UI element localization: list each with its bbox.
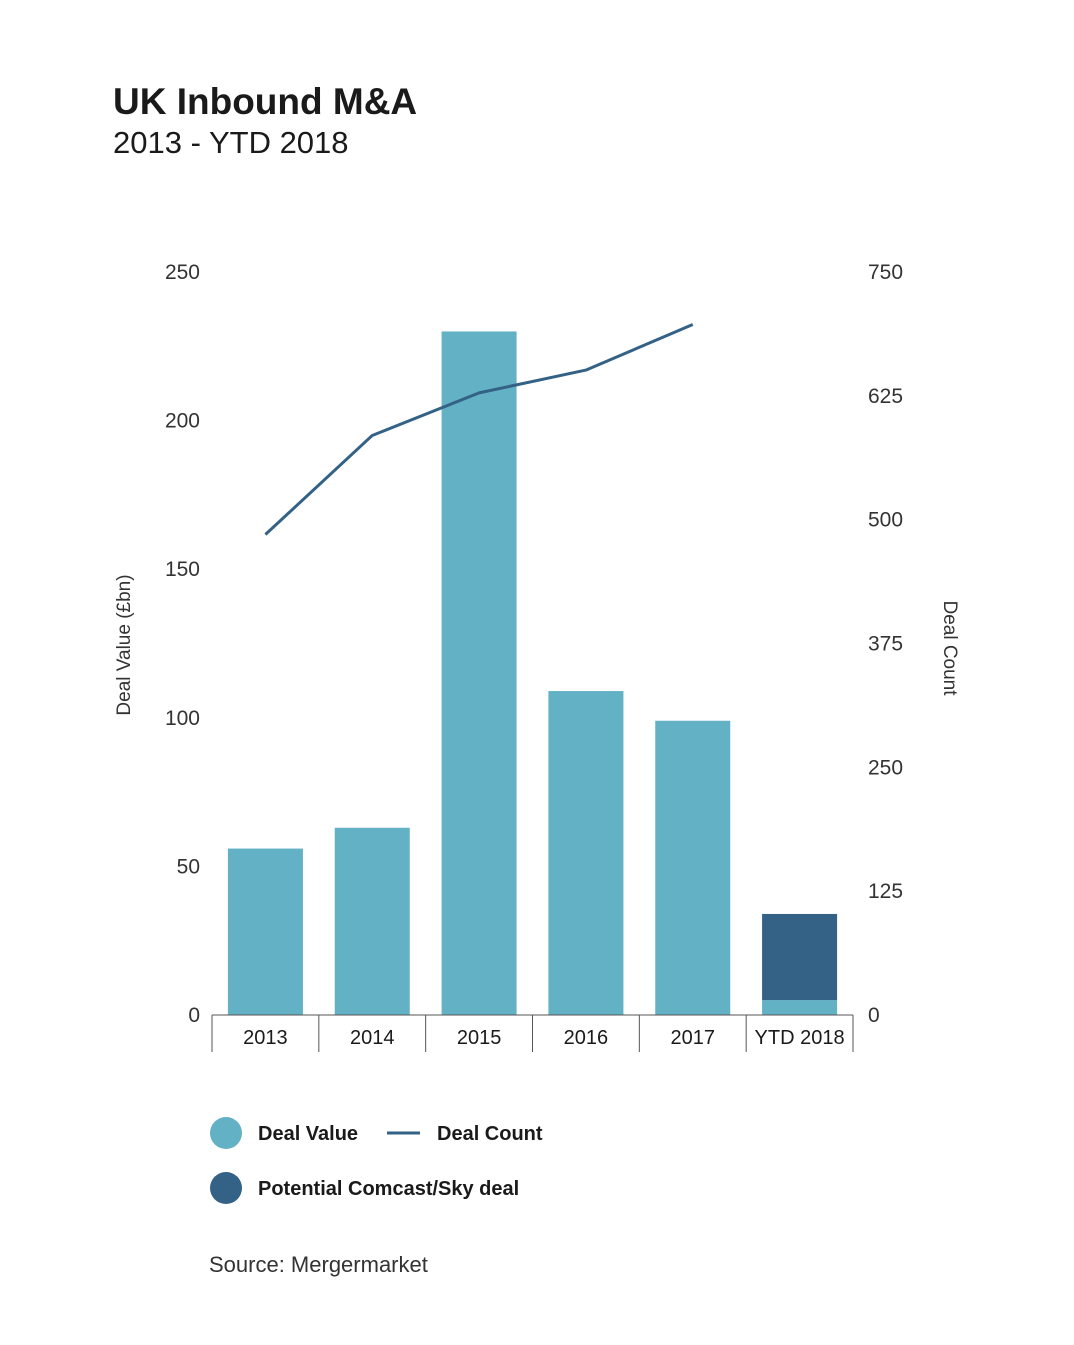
category-label: 2013 [243, 1027, 288, 1049]
right-tick-label: 250 [868, 756, 903, 779]
comcast-sky-bar [762, 913, 838, 1001]
deal-count-line [264, 323, 694, 536]
category-label: 2014 [350, 1027, 395, 1049]
legend-comcast-sky-swatch [210, 1172, 242, 1204]
left-tick-label: 50 [177, 855, 200, 878]
left-tick-label: 0 [188, 1004, 200, 1027]
legend-comcast-sky-label: Potential Comcast/Sky deal [258, 1178, 519, 1200]
legend-deal-value-label: Deal Value [258, 1123, 358, 1145]
right-tick-label: 500 [868, 509, 903, 532]
category-label: 2017 [671, 1027, 716, 1049]
left-axis-title: Deal Value (£bn) [114, 574, 135, 715]
legend-deal-count-label: Deal Count [437, 1123, 543, 1145]
right-tick-label: 125 [868, 880, 903, 903]
chart-subtitle: 2013 - YTD 2018 [113, 125, 349, 160]
right-tick-label: 375 [868, 633, 903, 656]
deal-value-bar [548, 691, 624, 1015]
right-tick-label: 0 [868, 1004, 880, 1027]
category-label: 2015 [457, 1027, 502, 1049]
source-note: Source: Mergermarket [209, 1252, 428, 1277]
legend: Deal Value Deal Count Potential Comcast/… [210, 1117, 543, 1204]
left-axis-ticks: 0 50 100 150 200 250 [165, 261, 200, 1027]
left-tick-label: 100 [165, 707, 200, 730]
category-label: 2016 [564, 1027, 609, 1049]
right-axis-ticks: 0 125 250 375 500 625 750 [868, 261, 903, 1027]
x-axis: 2013 2014 2015 2016 2017 YTD 2018 [211, 1014, 854, 1052]
deal-value-bar [334, 827, 410, 1015]
deal-value-bar [655, 720, 731, 1015]
deal-value-bar [227, 848, 303, 1015]
deal-value-bar [762, 1000, 838, 1015]
category-label: YTD 2018 [755, 1027, 845, 1049]
left-tick-label: 250 [165, 261, 200, 284]
legend-deal-value-swatch [210, 1117, 242, 1149]
chart-title: UK Inbound M&A [113, 81, 417, 122]
right-tick-label: 750 [868, 261, 903, 284]
right-tick-label: 625 [868, 385, 903, 408]
right-axis-title: Deal Count [939, 600, 960, 696]
deal-count-line-group [264, 323, 694, 536]
left-tick-label: 150 [165, 558, 200, 581]
deal-value-bar [441, 331, 517, 1015]
left-tick-label: 200 [165, 410, 200, 433]
bars [227, 331, 838, 1015]
